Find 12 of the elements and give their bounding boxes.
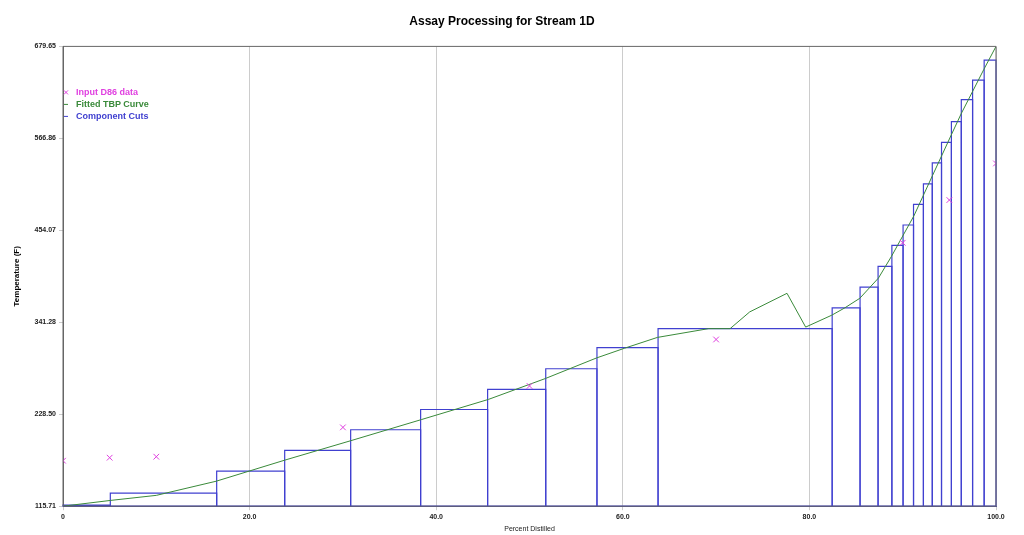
point (899, 239, 907, 247)
point (339, 424, 347, 431)
point (712, 336, 720, 343)
y-axis-title: Temperature (F) (12, 245, 21, 307)
text: Component Cuts (76, 110, 149, 121)
legend-label: Input D86 data (76, 86, 140, 97)
point (152, 453, 160, 461)
point (106, 454, 113, 462)
chart-title: Assay Processing for Stream 1D (409, 13, 596, 28)
text: Fitted TBP Curve (76, 98, 149, 109)
point (946, 196, 953, 204)
point (526, 382, 533, 390)
